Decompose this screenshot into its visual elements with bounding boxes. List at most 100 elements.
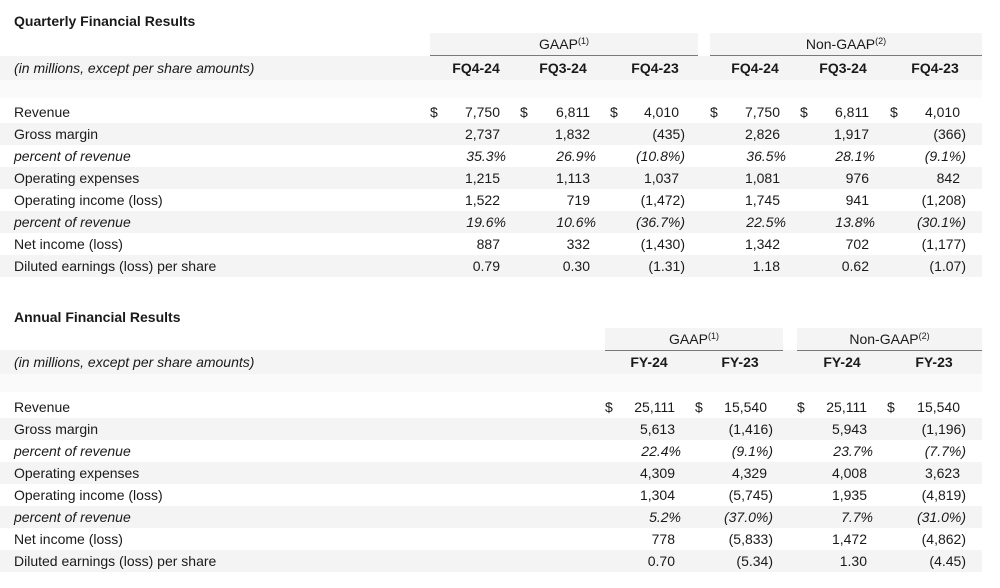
table-cell-value: 4,309 [639,465,675,481]
row-label: percent of revenue [14,509,131,525]
group-header-band [605,328,783,350]
row-label: Operating income (loss) [14,487,163,503]
table-cell-value: 5,943 [831,421,867,437]
group-underline [605,350,783,351]
table-cell-value: 23.7% [833,443,873,459]
table-cell-value: 0.79 [472,258,500,274]
table-cell-value: (4,819) [921,487,966,503]
table-cell-value: 1.30 [839,553,867,569]
table-cell-value: 1.18 [752,258,780,274]
table-cell-value: (9.1%) [731,443,773,459]
table-cell-value: (1,430) [640,236,685,252]
column-header: FQ3-24 [539,60,587,76]
table-cell-value: 15,540 [917,399,960,415]
table-cell-value: 1,215 [464,170,500,186]
table-cell-value: 0.30 [562,258,590,274]
table-cell-value: (1,416) [728,421,773,437]
group-header-gaap: GAAP(1) [605,328,783,350]
table-cell-value: 976 [845,170,869,186]
table-cell-value: 4,008 [831,465,867,481]
row-band [0,550,982,572]
table-cell-value: 7,750 [744,104,780,120]
table-cell-value: 1,832 [554,126,590,142]
column-header: FY-24 [823,354,861,370]
group-footnote: (1) [577,36,589,46]
table-cell-value: 0.62 [841,258,869,274]
group-name: GAAP [669,331,708,347]
table-cell-value: 13.8% [835,214,875,230]
row-label: Revenue [14,399,71,415]
table-cell-value: 887 [476,236,500,252]
table-cell-value: 7,750 [464,104,500,120]
currency-symbol: $ [797,399,805,415]
currency-symbol: $ [430,104,438,120]
table-cell-value: 25,111 [826,399,867,415]
table-cell-value: (9.1%) [924,148,966,164]
table-cell-value: 36.5% [746,148,786,164]
column-header: FY-23 [915,354,953,370]
table-cell-value: 4,010 [643,104,679,120]
table-cell-value: 2,826 [744,126,780,142]
row-band [0,167,982,189]
group-header-band [430,33,698,55]
row-label: percent of revenue [14,443,131,459]
currency-symbol: $ [520,104,528,120]
group-name: GAAP [539,36,578,52]
currency-symbol: $ [800,104,808,120]
row-label: percent of revenue [14,148,131,164]
currency-symbol: $ [890,104,898,120]
table-cell-value: 1,304 [639,487,675,503]
row-label: Net income (loss) [14,531,123,547]
table-cell-value: 1,522 [464,192,500,208]
table-subtitle: (in millions, except per share amounts) [14,354,255,370]
header-spacer-band [0,374,982,392]
table-cell-value: 5,613 [639,421,675,437]
table-cell-value: 1,081 [744,170,780,186]
row-band [0,506,982,528]
table-cell-value: 25,111 [634,399,675,415]
table-cell-value: 1,037 [643,170,679,186]
table-cell-value: (1,208) [921,192,966,208]
table-cell-value: 4,010 [924,104,960,120]
table-cell-value: 15,540 [724,399,767,415]
table-cell-value: 941 [845,192,869,208]
table-cell-value: 5.2% [649,509,681,525]
table-cell-value: (1.31) [648,258,685,274]
table-cell-value: 35.3% [466,148,506,164]
column-header: FY-24 [630,354,668,370]
table-cell-value: 1,745 [744,192,780,208]
row-label: Gross margin [14,126,99,142]
currency-symbol: $ [695,399,703,415]
table-cell-value: (4.45) [929,553,966,569]
column-header: FQ4-24 [452,60,500,76]
row-band [0,462,982,484]
table-cell-value: 2,737 [464,126,500,142]
table-subtitle: (in millions, except per share amounts) [14,60,255,76]
table-cell-value: (5.34) [736,553,773,569]
table-cell-value: 1,917 [833,126,869,142]
column-header: FQ4-23 [631,60,679,76]
table-cell-value: (1,196) [921,421,966,437]
row-label: Revenue [14,104,71,120]
row-band [0,123,982,145]
group-footnote: (2) [875,36,887,46]
table-cell-value: (10.8%) [635,148,685,164]
table-cell-value: (5,745) [728,487,773,503]
row-band [0,255,982,277]
group-name: Non-GAAP [805,36,876,52]
row-label: Gross margin [14,421,99,437]
group-header-band [710,33,982,55]
table-cell-value: 10.6% [556,214,596,230]
table-cell-value: (31.0%) [916,509,966,525]
row-label: Net income (loss) [14,236,123,252]
row-label: Diluted earnings (loss) per share [14,258,217,274]
currency-symbol: $ [887,399,895,415]
quarterly-title: Quarterly Financial Results [14,13,196,29]
table-cell-value: (5,833) [728,531,773,547]
table-cell-value: (435) [652,126,685,142]
currency-symbol: $ [605,399,613,415]
header-spacer-band [0,80,982,98]
table-cell-value: 702 [845,236,869,252]
quarterly-results-section: Quarterly Financial Results GAAP(1) Non-G… [0,0,1000,290]
group-underline [797,350,982,351]
